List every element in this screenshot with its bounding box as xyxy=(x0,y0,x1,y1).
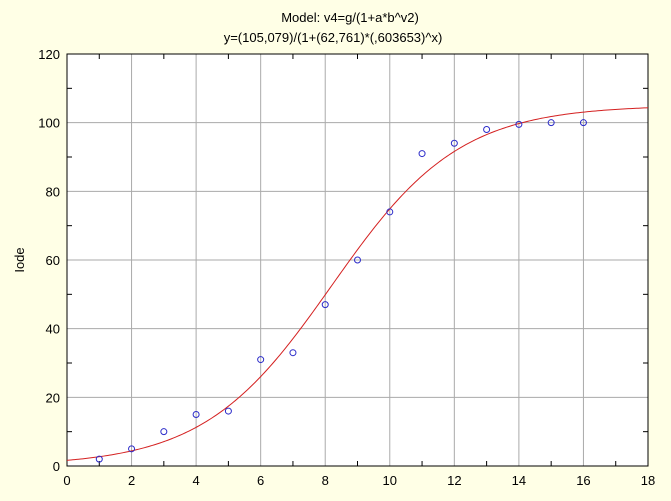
x-tick-label-8: 8 xyxy=(322,473,329,488)
y-tick-label-120: 120 xyxy=(38,47,60,62)
y-tick-label-80: 80 xyxy=(46,184,60,199)
data-point xyxy=(321,301,329,309)
data-point xyxy=(579,119,587,127)
fitted-curve xyxy=(66,107,649,461)
x-tick-label-12: 12 xyxy=(447,473,461,488)
data-point xyxy=(128,445,136,453)
data-point xyxy=(224,407,232,415)
y-axis-label: Iode xyxy=(12,247,27,272)
x-tick-label-16: 16 xyxy=(576,473,590,488)
x-tick-label-0: 0 xyxy=(63,473,70,488)
x-tick-label-10: 10 xyxy=(383,473,397,488)
data-point xyxy=(354,256,361,264)
data-point xyxy=(289,349,297,357)
x-tick-label-4: 4 xyxy=(192,473,199,488)
data-point xyxy=(483,126,491,134)
data-points-layer xyxy=(95,119,587,463)
data-point xyxy=(386,208,394,216)
data-point xyxy=(547,119,555,127)
data-point xyxy=(95,455,103,463)
chart-title: Model: v4=g/(1+a*b^v2) xyxy=(281,10,419,25)
data-point xyxy=(160,428,168,436)
y-tick-label-40: 40 xyxy=(46,322,60,337)
data-point xyxy=(257,356,265,364)
y-tick-label-60: 60 xyxy=(46,253,60,268)
y-tick-labels: 0 20 40 60 80 100 120 xyxy=(38,47,60,474)
fitted-curve-layer xyxy=(66,107,649,461)
x-tick-label-14: 14 xyxy=(512,473,526,488)
y-tick-label-100: 100 xyxy=(38,116,60,131)
data-point xyxy=(450,139,458,147)
data-point xyxy=(515,120,523,128)
data-point xyxy=(192,411,200,418)
x-tick-label-2: 2 xyxy=(128,473,135,488)
y-tick-label-0: 0 xyxy=(53,459,60,474)
x-tick-label-6: 6 xyxy=(257,473,264,488)
chart-subtitle: y=(105,079)/(1+(62,761)*(,603653)^x) xyxy=(224,30,443,45)
x-tick-labels: 0 2 4 6 8 10 12 14 16 18 xyxy=(63,473,655,488)
data-point xyxy=(418,150,426,158)
y-tick-label-20: 20 xyxy=(46,390,60,405)
axes-layer xyxy=(66,53,649,467)
x-tick-label-18: 18 xyxy=(641,473,655,488)
grid-layer xyxy=(67,54,648,466)
